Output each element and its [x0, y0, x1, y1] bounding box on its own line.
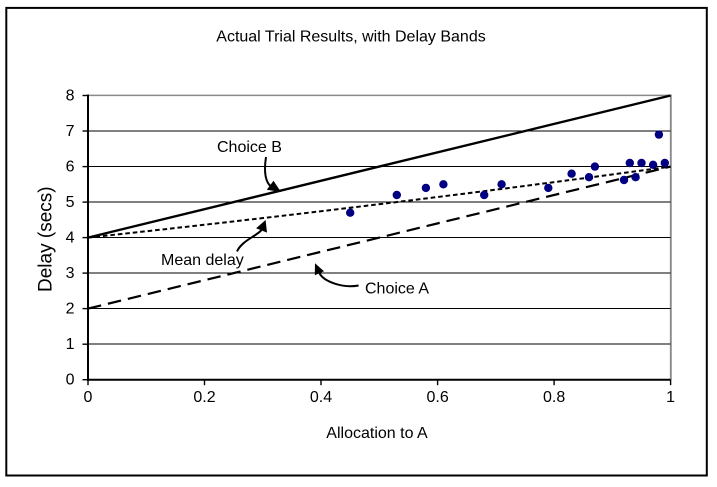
svg-text:3: 3	[66, 265, 75, 282]
svg-text:0.8: 0.8	[543, 389, 565, 406]
svg-text:Mean delay: Mean delay	[161, 252, 244, 269]
svg-text:0: 0	[84, 389, 93, 406]
svg-text:Choice B: Choice B	[217, 139, 282, 156]
svg-text:8: 8	[66, 88, 75, 105]
svg-text:0.6: 0.6	[426, 389, 448, 406]
svg-text:2: 2	[66, 301, 75, 318]
svg-text:Delay (secs): Delay (secs)	[36, 186, 57, 292]
svg-text:Choice A: Choice A	[365, 281, 429, 298]
svg-text:0: 0	[66, 372, 75, 389]
svg-text:Actual Trial Results, with Del: Actual Trial Results, with Delay Bands	[216, 29, 485, 46]
svg-text:1: 1	[666, 389, 675, 406]
svg-text:5: 5	[66, 194, 75, 211]
svg-text:4: 4	[66, 230, 75, 247]
svg-text:6: 6	[66, 159, 75, 176]
svg-text:0.2: 0.2	[193, 389, 215, 406]
svg-text:1: 1	[66, 336, 75, 353]
svg-text:0.4: 0.4	[310, 389, 332, 406]
svg-text:7: 7	[66, 123, 75, 140]
svg-text:Allocation to A: Allocation to A	[326, 425, 428, 442]
